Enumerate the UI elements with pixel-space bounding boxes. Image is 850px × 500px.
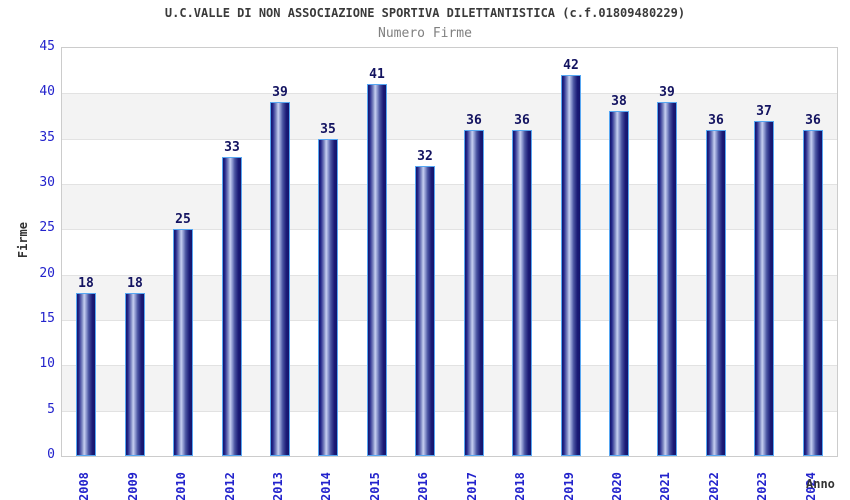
x-tick-label: 2017 [465, 472, 479, 500]
bar-value-label: 35 [320, 122, 336, 137]
bar-value-label: 25 [175, 212, 191, 227]
gridline [62, 229, 837, 230]
x-axis-title: Anno [806, 477, 835, 491]
y-tick-label: 15 [39, 311, 55, 326]
bar-value-label: 38 [611, 94, 627, 109]
gridline [62, 139, 837, 140]
y-tick-label: 0 [47, 447, 55, 462]
bar-value-label: 36 [805, 113, 821, 128]
gridline [62, 365, 837, 366]
x-tick-label: 2016 [416, 472, 430, 500]
y-tick-label: 10 [39, 356, 55, 371]
bar [222, 157, 242, 456]
x-tick-label: 2013 [271, 472, 285, 500]
bar-value-label: 36 [708, 113, 724, 128]
y-tick-label: 30 [39, 175, 55, 190]
bar [754, 121, 774, 456]
y-tick-label: 5 [47, 402, 55, 417]
bar-value-label: 36 [514, 113, 530, 128]
y-tick-label: 35 [39, 130, 55, 145]
gridline [62, 184, 837, 185]
x-tick-label: 2018 [513, 472, 527, 500]
bar [367, 84, 387, 456]
y-tick-label: 25 [39, 220, 55, 235]
x-tick-label: 2022 [707, 472, 721, 500]
x-tick-label: 2023 [755, 472, 769, 500]
bar-value-label: 42 [563, 58, 579, 73]
chart-title: U.C.VALLE DI NON ASSOCIAZIONE SPORTIVA D… [164, 6, 686, 20]
x-tick-label: 2012 [223, 472, 237, 500]
x-tick-label: 2015 [368, 472, 382, 500]
bar-value-label: 18 [78, 276, 94, 291]
x-tick-label: 2021 [658, 472, 672, 500]
gridline [62, 411, 837, 412]
gridline [62, 275, 837, 276]
bar [173, 229, 193, 456]
bar [512, 130, 532, 456]
gridline [62, 320, 837, 321]
bar-value-label: 33 [224, 140, 240, 155]
x-tick-label: 2008 [77, 472, 91, 500]
bar-value-label: 41 [369, 67, 385, 82]
bar [76, 293, 96, 456]
x-tick-label: 2010 [174, 472, 188, 500]
bar [561, 75, 581, 456]
bar [803, 130, 823, 456]
bar [318, 139, 338, 456]
bar-value-label: 32 [417, 149, 433, 164]
chart-subtitle: Numero Firme [378, 26, 472, 41]
x-tick-label: 2020 [610, 472, 624, 500]
bar [415, 166, 435, 456]
bar-value-label: 36 [466, 113, 482, 128]
y-tick-label: 40 [39, 84, 55, 99]
gridline [62, 93, 837, 94]
bar-value-label: 39 [272, 85, 288, 100]
x-tick-label: 2009 [126, 472, 140, 500]
bar [270, 102, 290, 456]
bar-value-label: 39 [659, 85, 675, 100]
bar [464, 130, 484, 456]
bar-value-label: 18 [127, 276, 143, 291]
y-tick-label: 45 [39, 39, 55, 54]
plot-area: 18 18 25 33 39 35 41 32 36 36 42 38 39 36 37 36 [61, 47, 838, 457]
bar [657, 102, 677, 456]
bar-value-label: 37 [756, 104, 772, 119]
y-tick-label: 20 [39, 266, 55, 281]
x-tick-label: 2019 [562, 472, 576, 500]
bar [125, 293, 145, 456]
bar [706, 130, 726, 456]
bar [609, 111, 629, 456]
x-tick-label: 2014 [319, 472, 333, 500]
